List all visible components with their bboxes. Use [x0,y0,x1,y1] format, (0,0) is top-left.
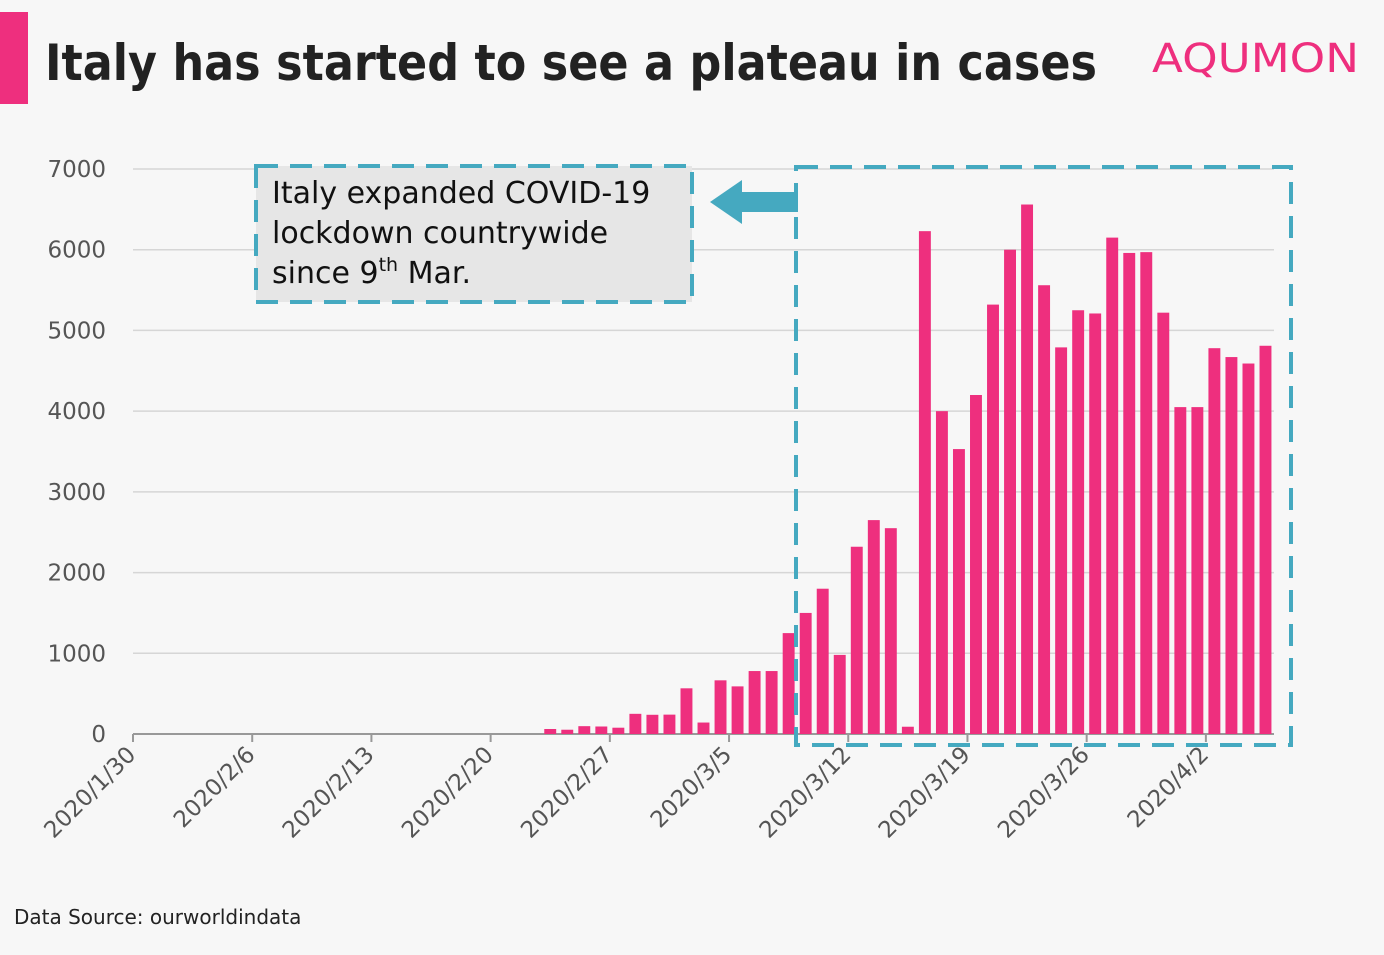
bar [901,726,914,734]
bar [663,714,676,734]
bar [612,727,625,734]
bar [1021,204,1034,734]
bar [1259,345,1272,734]
bar [561,729,574,734]
bar [782,633,795,734]
bar [578,726,591,734]
y-tick-label: 0 [91,722,106,748]
bar [1191,407,1204,734]
bar [884,528,897,734]
annotation-box [254,164,694,304]
chart-title: Italy has started to see a plateau in ca… [45,34,1097,92]
bar [935,411,948,734]
bar [1140,252,1153,734]
bar [918,231,931,734]
arrow-head [710,180,742,224]
annotation-text: since 9 [272,256,379,291]
bar [1106,237,1119,734]
bar [765,671,778,734]
bar [1225,357,1238,734]
arrow-shaft [742,192,798,212]
bar [1072,310,1085,734]
y-tick-label: 2000 [47,561,106,587]
y-tick-label: 3000 [47,480,106,506]
y-tick-label: 1000 [47,641,106,667]
source: Data Source: ourworldindata [14,905,301,929]
bar [952,449,965,734]
bar [1089,313,1102,734]
bar [629,713,642,734]
bar [867,520,880,734]
y-tick-label: 4000 [47,399,106,425]
y-tick-label: 6000 [47,238,106,264]
bar [714,680,727,734]
bar [1038,285,1051,734]
bar [1208,348,1221,734]
bar [833,654,846,734]
highlight-box [794,165,1293,747]
bar [850,546,863,734]
bar [731,686,744,734]
title-accent [0,12,28,104]
bar [646,714,659,734]
y-tick-label: 7000 [47,157,106,183]
bar [799,612,812,734]
bar [697,722,710,734]
annotation-line: since 9th Mar. [272,254,471,291]
logo: AQUMON [1152,36,1359,82]
bar [816,588,829,734]
y-tick-label: 5000 [47,318,106,344]
bar [970,395,982,734]
annotation-text: Mar. [398,256,471,291]
bar [1004,249,1016,734]
bar [1174,407,1187,734]
bar [1055,347,1068,734]
annotation-line: lockdown countrywide [272,216,608,251]
bar [1157,312,1170,734]
bar [544,728,557,734]
bar [1123,252,1136,734]
annotation-line: Italy expanded COVID-19 [272,176,650,211]
bar [680,688,693,734]
bar [1242,363,1255,734]
bar [595,726,608,734]
bar [987,304,999,734]
bar [748,671,761,734]
annotation-superscript: th [379,254,399,276]
